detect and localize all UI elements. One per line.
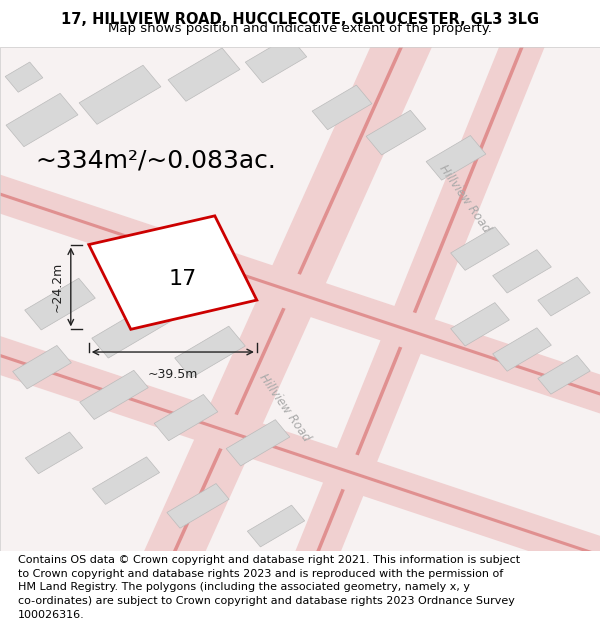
Text: HM Land Registry. The polygons (including the associated geometry, namely x, y: HM Land Registry. The polygons (includin…: [18, 582, 470, 592]
Text: Hillview Road: Hillview Road: [257, 371, 313, 444]
Text: ~334m²/~0.083ac.: ~334m²/~0.083ac.: [35, 148, 277, 173]
Polygon shape: [0, 171, 600, 417]
Polygon shape: [0, 348, 600, 562]
Polygon shape: [80, 370, 148, 419]
Polygon shape: [292, 26, 548, 572]
Polygon shape: [167, 484, 229, 528]
Text: 17, HILLVIEW ROAD, HUCCLECOTE, GLOUCESTER, GL3 3LG: 17, HILLVIEW ROAD, HUCCLECOTE, GLOUCESTE…: [61, 12, 539, 27]
Polygon shape: [0, 187, 600, 401]
Polygon shape: [5, 62, 43, 92]
Polygon shape: [25, 278, 95, 330]
Polygon shape: [245, 36, 307, 83]
Polygon shape: [310, 31, 530, 567]
Polygon shape: [89, 216, 257, 329]
Polygon shape: [538, 277, 590, 316]
Text: Hillview Road: Hillview Road: [437, 162, 493, 234]
Text: 17: 17: [169, 269, 197, 289]
Polygon shape: [538, 355, 590, 394]
Polygon shape: [141, 23, 435, 575]
Text: ~24.2m: ~24.2m: [50, 262, 64, 312]
Polygon shape: [493, 249, 551, 293]
Polygon shape: [154, 394, 218, 441]
Polygon shape: [166, 31, 410, 567]
Text: co-ordinates) are subject to Crown copyright and database rights 2023 Ordnance S: co-ordinates) are subject to Crown copyr…: [18, 596, 515, 606]
Polygon shape: [92, 457, 160, 504]
Polygon shape: [168, 48, 240, 101]
Polygon shape: [0, 332, 600, 578]
Polygon shape: [493, 328, 551, 371]
Polygon shape: [6, 93, 78, 147]
Polygon shape: [366, 110, 426, 155]
Polygon shape: [247, 505, 305, 547]
Text: 100026316.: 100026316.: [18, 609, 85, 619]
Text: to Crown copyright and database rights 2023 and is reproduced with the permissio: to Crown copyright and database rights 2…: [18, 569, 503, 579]
Polygon shape: [175, 326, 245, 378]
Text: Map shows position and indicative extent of the property.: Map shows position and indicative extent…: [108, 22, 492, 35]
Polygon shape: [25, 432, 83, 474]
Polygon shape: [79, 65, 161, 124]
Polygon shape: [92, 301, 172, 358]
Text: ~39.5m: ~39.5m: [148, 368, 198, 381]
Polygon shape: [13, 346, 71, 389]
Polygon shape: [312, 85, 372, 130]
Polygon shape: [226, 419, 290, 466]
Polygon shape: [426, 136, 486, 180]
Text: Contains OS data © Crown copyright and database right 2021. This information is : Contains OS data © Crown copyright and d…: [18, 555, 520, 565]
Polygon shape: [451, 227, 509, 271]
Polygon shape: [451, 302, 509, 346]
